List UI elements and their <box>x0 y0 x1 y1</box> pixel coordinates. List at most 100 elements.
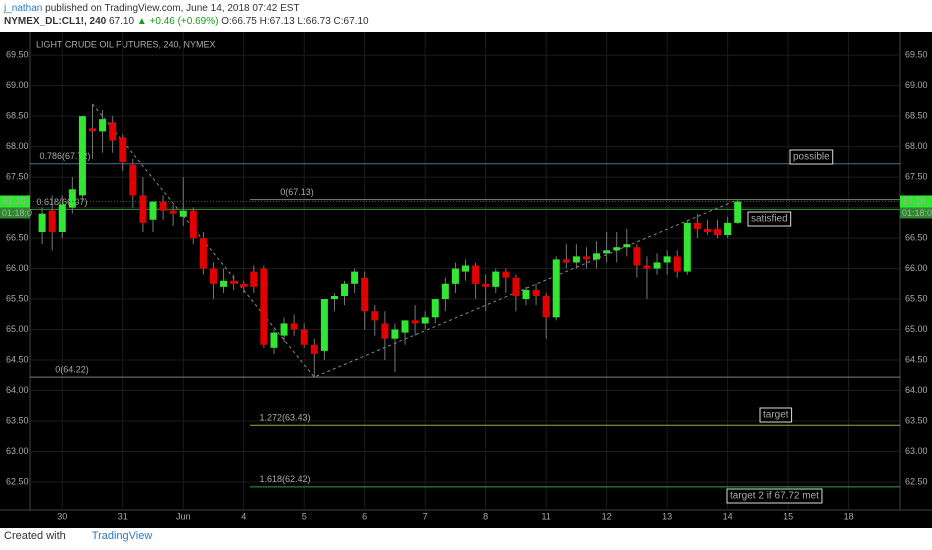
y-tick-label: 68.50 <box>6 111 29 121</box>
y-tick-label: 65.50 <box>905 293 928 303</box>
candle-body <box>159 201 167 211</box>
annotation: possible <box>793 152 830 163</box>
candle-body <box>522 289 530 300</box>
y-tick-label: 65.00 <box>6 324 29 334</box>
annotation: target 2 if 67.72 met <box>730 491 819 502</box>
symbol: NYMEX_DL:CL1!, 240 <box>4 16 107 27</box>
candle-body <box>189 210 197 239</box>
x-tick-label: 8 <box>483 511 488 521</box>
candle-body <box>99 119 107 132</box>
ohlc: O:66.75 H:67.13 L:66.73 C:67.10 <box>221 16 369 27</box>
y-tick-label: 67.50 <box>905 171 928 181</box>
candle-body <box>502 271 510 278</box>
candle-body <box>643 265 651 269</box>
candle-body <box>230 280 238 284</box>
y-tick-label: 69.50 <box>6 50 29 60</box>
candle-body <box>512 277 520 296</box>
candle-body <box>280 323 288 336</box>
countdown-label: 01:18:0 <box>2 208 32 218</box>
candle-body <box>663 256 671 263</box>
candle-body <box>411 320 419 324</box>
x-tick-label: Jun <box>176 511 191 521</box>
candle-body <box>220 280 228 287</box>
candle-body <box>552 259 560 318</box>
candle-body <box>209 268 217 284</box>
candle-body <box>472 265 480 284</box>
candle-body <box>139 195 147 223</box>
y-tick-label: 64.50 <box>905 354 928 364</box>
candle-body <box>653 262 661 269</box>
annotation-box <box>789 149 834 165</box>
candle-body <box>300 329 308 345</box>
x-tick-label: 6 <box>362 511 367 521</box>
candle-body <box>572 256 580 263</box>
y-tick-label: 65.00 <box>905 324 928 334</box>
candle-body <box>492 271 500 287</box>
candle-body <box>462 265 470 272</box>
candle-body <box>240 283 248 287</box>
countdown-tag <box>0 207 30 219</box>
candle-body <box>58 204 66 232</box>
candle-body <box>89 128 97 132</box>
y-tick-label: 68.50 <box>905 111 928 121</box>
candle-body <box>431 299 439 318</box>
candle-body <box>351 271 359 284</box>
candle-body <box>603 250 611 254</box>
candle-body <box>78 116 86 196</box>
candle-body <box>109 122 117 141</box>
candle-body <box>532 289 540 296</box>
candle-body <box>48 210 56 232</box>
y-tick-label: 64.00 <box>6 385 29 395</box>
candle-body <box>613 247 621 251</box>
x-tick-label: 15 <box>783 511 793 521</box>
footer: Created with TradingView <box>4 530 152 542</box>
price-tag <box>900 195 932 208</box>
candle-body <box>451 268 459 284</box>
x-tick-label: 13 <box>662 511 672 521</box>
price-tag-label: 67.10 <box>903 196 926 206</box>
candle-body <box>341 283 349 296</box>
y-tick-label: 68.00 <box>905 141 928 151</box>
fib-label: 0.786(67.72) <box>39 151 90 161</box>
y-tick-label: 66.50 <box>905 232 928 242</box>
candle-body <box>330 295 338 300</box>
y-tick-label: 62.50 <box>905 476 928 486</box>
x-tick-label: 7 <box>423 511 428 521</box>
candle-body <box>381 323 389 339</box>
candle-body <box>179 210 187 217</box>
candle-body <box>582 256 590 260</box>
annotation: satisfied <box>751 214 788 225</box>
countdown-label: 01:18:0 <box>902 208 932 218</box>
y-tick-label: 63.00 <box>905 446 928 456</box>
fib-label: 0(64.22) <box>55 364 89 374</box>
annotation-box <box>747 211 792 227</box>
x-tick-label: 11 <box>541 511 550 521</box>
candle-body <box>693 222 701 229</box>
author[interactable]: j_nathan <box>4 3 43 14</box>
y-tick-label: 68.00 <box>6 141 29 151</box>
annotation: target <box>763 410 789 421</box>
candle-body <box>119 137 127 162</box>
x-tick-label: 12 <box>602 511 612 521</box>
price-tag-label: 67.10 <box>3 196 26 206</box>
candle-body <box>542 295 550 318</box>
candle-body <box>290 323 298 330</box>
chart: LIGHT CRUDE OIL FUTURES, 240, NYMEX 62.5… <box>0 32 932 528</box>
candle-body <box>320 299 328 351</box>
candle-body <box>441 283 449 300</box>
price-tag <box>0 195 30 208</box>
y-tick-label: 66.00 <box>905 263 928 273</box>
countdown-tag <box>900 207 932 219</box>
fib-label: 1.272(63.43) <box>259 413 310 423</box>
brand[interactable]: TradingView <box>91 530 153 542</box>
candle-body <box>250 271 258 287</box>
y-tick-label: 69.00 <box>6 80 29 90</box>
candle-body <box>623 244 631 248</box>
change: ▲ +0.46 (+0.69%) <box>136 16 219 27</box>
candle-body <box>149 201 157 220</box>
y-tick-label: 69.00 <box>905 80 928 90</box>
candle-body <box>421 317 429 324</box>
y-tick-label: 67.50 <box>6 171 29 181</box>
candle-body <box>199 238 207 269</box>
